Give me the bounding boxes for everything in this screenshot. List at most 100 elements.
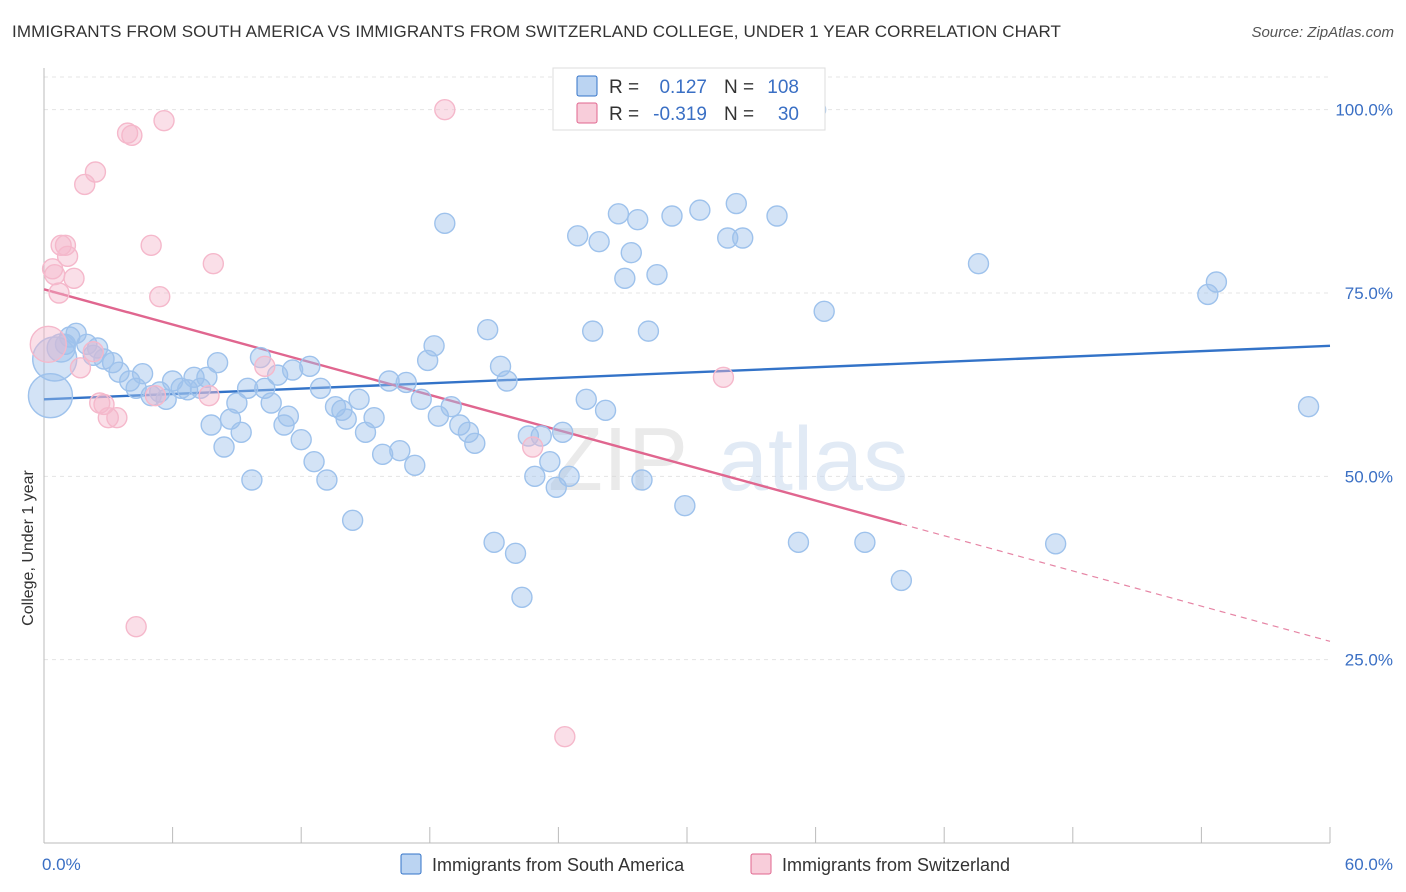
bottom-legend-swatch-switzerland [750,853,772,875]
point-south-america [517,425,540,447]
point-south-america [496,370,518,392]
bottom-legend-south-america: Immigrants from South America [432,855,685,875]
point-south-america [457,421,480,444]
point-south-america [206,351,229,374]
point-south-america [581,320,604,342]
point-south-america [732,227,754,249]
point-switzerland [48,282,70,304]
point-south-america [631,469,653,491]
point-south-america [566,225,589,247]
point-south-america [614,267,636,290]
point-south-america [200,414,222,436]
y-axis-title: College, Under 1 year [20,470,37,626]
point-south-america [316,469,338,491]
point-south-america [410,388,432,411]
legend-swatch-south-america [576,75,598,97]
point-south-america [371,443,394,466]
bottom-legend: Immigrants from South America Immigrants… [400,853,1010,875]
point-switzerland [29,325,67,364]
point-south-america [230,421,252,444]
point-south-america [303,450,325,473]
point-south-america [348,388,370,411]
point-south-america [637,320,660,342]
point-switzerland [149,285,171,308]
legend-frame [552,67,826,131]
point-south-america [539,450,561,473]
point-south-america [594,399,617,422]
point-south-america [620,241,642,264]
point-switzerland [144,384,167,407]
point-switzerland [202,252,225,275]
point-south-america [551,421,574,444]
point-south-america [213,436,235,458]
trend-lines [43,288,1331,642]
point-south-america [290,428,312,451]
point-south-america [530,425,552,447]
point-south-america [196,366,218,389]
point-switzerland [56,245,79,268]
point-south-america [476,318,499,341]
point-switzerland [69,357,92,379]
point-south-america [575,388,597,411]
point-south-america [449,414,471,436]
point-switzerland [82,340,104,363]
data-points [27,98,1320,748]
legend-r-label: R = [609,77,639,98]
trend-south-america [43,344,1331,401]
point-switzerland [521,436,544,458]
point-switzerland [44,263,66,286]
point-south-america [483,531,505,554]
point-south-america [813,300,835,323]
point-switzerland [153,109,175,132]
point-south-america [1205,271,1228,293]
point-south-america [504,542,527,565]
bottom-legend-switzerland: Immigrants from Switzerland [782,855,1010,875]
legend-n-value: 30 [778,104,799,125]
chart-title: IMMIGRANTS FROM SOUTH AMERICA VS IMMIGRA… [12,22,1061,41]
point-south-america [65,322,87,345]
gridlines [44,76,1330,661]
point-south-america [389,439,411,462]
point-south-america [189,377,212,400]
legend-n-label: N = [724,77,754,98]
point-switzerland [84,161,107,183]
y-tick-label: 75.0% [1345,284,1393,303]
point-switzerland [125,615,147,638]
legend-r-value: 0.127 [659,77,707,98]
point-south-america [511,586,533,609]
source-label: Source: ZipAtlas.com [1251,24,1394,41]
point-south-america [395,371,417,394]
point-south-america [524,465,546,488]
point-south-america [674,494,696,517]
point-south-america [440,395,462,418]
point-south-america [241,469,263,491]
legend-r-value: -0.319 [653,104,707,125]
point-south-america [1197,283,1219,306]
y-tick-label: 100.0% [1335,101,1393,120]
point-south-america [1297,395,1320,418]
legend-swatch-switzerland [576,102,598,124]
point-south-america [766,205,788,227]
y-tick-labels: 25.0% 50.0% 75.0% 100.0% [1335,101,1393,670]
point-south-america [236,377,259,400]
point-south-america [689,199,711,221]
point-switzerland [198,384,220,407]
axes [43,68,1331,844]
point-switzerland [63,267,85,290]
point-south-america [341,509,364,532]
point-south-america [309,377,332,400]
point-switzerland [434,98,456,121]
point-south-america [260,392,282,414]
x-tick-label-max: 60.0% [1345,855,1393,874]
point-south-america [646,263,668,286]
point-south-america [108,361,130,383]
trend-switzerland [43,288,902,526]
point-south-america [378,370,400,392]
point-south-america [787,531,810,554]
legend-r-label: R = [609,104,639,125]
point-south-america [423,335,445,357]
point-south-america [131,362,154,385]
point-south-america [725,192,747,215]
point-south-america [27,372,74,419]
